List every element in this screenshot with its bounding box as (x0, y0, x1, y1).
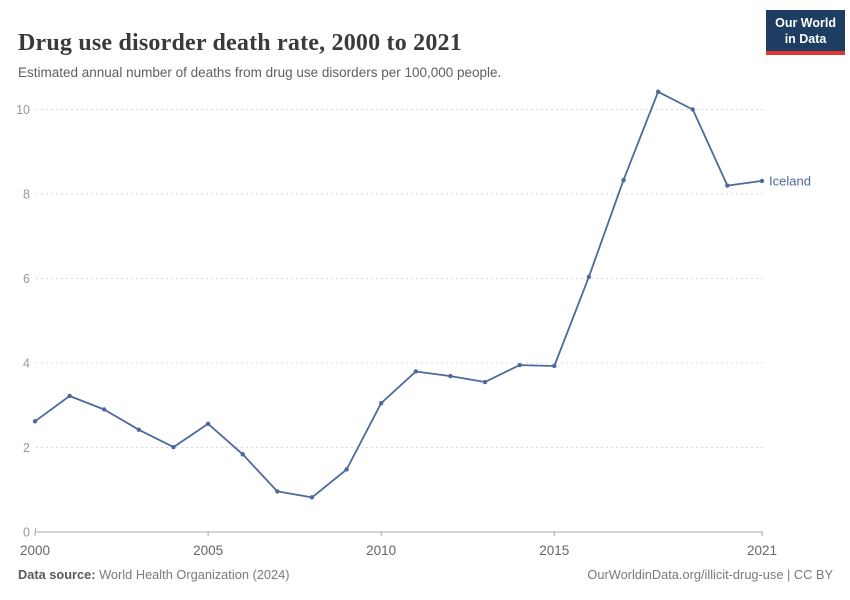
data-point-iceland-2018[interactable] (655, 89, 661, 94)
data-point-iceland-2008[interactable] (309, 495, 315, 500)
data-point-iceland-2021[interactable] (759, 178, 765, 184)
y-tick-label-8: 8 (23, 188, 30, 202)
chart-subtitle: Estimated annual number of deaths from d… (18, 64, 502, 80)
series-line-iceland (34, 90, 763, 499)
x-tick-label-2010: 2010 (366, 543, 396, 558)
data-point-iceland-2017[interactable] (621, 177, 626, 183)
data-point-iceland-2019[interactable] (690, 107, 695, 112)
data-point-iceland-2004[interactable] (171, 444, 176, 450)
owid-logo-line2: in Data (784, 31, 827, 46)
data-point-iceland-2016[interactable] (586, 274, 592, 280)
data-point-iceland-2000[interactable] (32, 419, 38, 424)
data-point-iceland-2001[interactable] (67, 393, 72, 399)
data-source-note: Data source: World Health Organization (… (18, 567, 289, 582)
y-tick-label-2: 2 (23, 441, 30, 455)
data-point-iceland-2005[interactable] (205, 421, 211, 427)
series-end-label-iceland[interactable]: Iceland (769, 173, 811, 188)
page-title: Drug use disorder death rate, 2000 to 20… (18, 30, 462, 57)
owid-logo-line1: Our World (775, 16, 836, 30)
data-point-iceland-2012[interactable] (448, 373, 453, 379)
data-point-iceland-2013[interactable] (482, 379, 488, 385)
owid-logo[interactable]: Our World in Data (766, 10, 845, 56)
data-point-iceland-2014[interactable] (517, 362, 522, 368)
data-point-iceland-2003[interactable] (136, 427, 142, 432)
data-point-iceland-2007[interactable] (275, 489, 280, 494)
y-tick-label-4: 4 (23, 357, 30, 371)
y-tick-label-0: 0 (23, 526, 30, 540)
data-source-value: World Health Organization (2024) (95, 567, 290, 582)
y-tick-label-6: 6 (23, 272, 30, 286)
data-point-iceland-2002[interactable] (102, 407, 107, 412)
citation-link[interactable]: OurWorldinData.org/illicit-drug-use | CC… (587, 567, 833, 582)
data-source-label: Data source: (18, 567, 96, 582)
data-point-iceland-2010[interactable] (378, 400, 384, 406)
x-tick-label-2015: 2015 (539, 543, 569, 558)
data-point-iceland-2006[interactable] (240, 452, 245, 457)
y-tick-label-10: 10 (16, 103, 30, 117)
data-point-iceland-2011[interactable] (413, 369, 419, 374)
x-tick-label-2005: 2005 (193, 543, 223, 558)
chart-footer: Data source: World Health Organization (… (18, 567, 833, 582)
x-tick-label-2000: 2000 (20, 543, 50, 558)
data-point-iceland-2009[interactable] (344, 467, 349, 472)
data-point-iceland-2015[interactable] (552, 363, 557, 369)
data-point-iceland-2020[interactable] (725, 183, 730, 188)
x-tick-label-2021: 2021 (747, 543, 777, 558)
